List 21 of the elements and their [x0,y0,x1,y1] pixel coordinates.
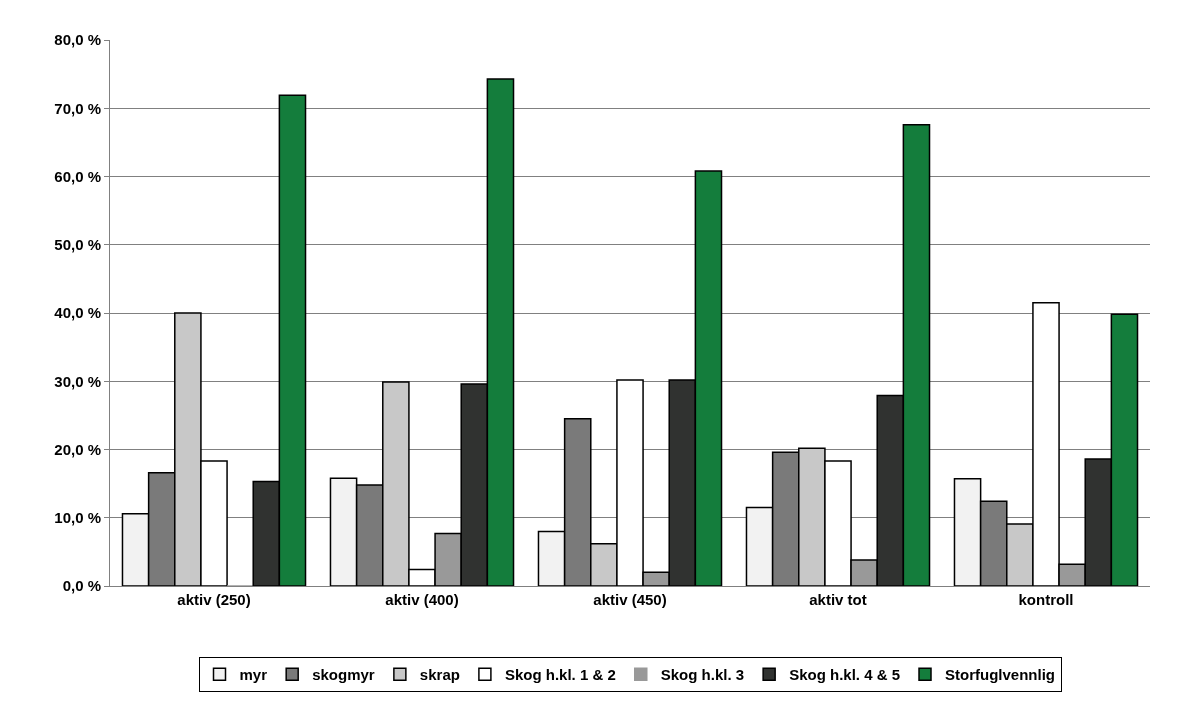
y-tick-label: 30,0 % [54,372,101,390]
legend-label: Skog h.kl. 1 & 2 [504,666,616,684]
legend-label: Skog h.kl. 3 [660,666,745,684]
legend-label: skrap [419,666,460,684]
x-tick-label: aktiv (450) [593,591,667,608]
y-tick-label: 70,0 % [54,99,101,117]
y-tick-label: 0,0 % [62,577,101,595]
y-tick-label: 40,0 % [54,304,101,322]
legend-label: Storfuglvennlig [945,666,1056,684]
y-tick-label: 10,0 % [54,509,101,526]
y-tick-label: 80,0 % [54,31,101,49]
x-tick-label: aktiv (400) [385,591,459,608]
x-tick-label: aktiv tot [809,591,867,608]
y-tick-label: 20,0 % [54,440,101,458]
y-tick-label: 50,0 % [54,236,101,253]
legend-label: Skog h.kl. 4 & 5 [789,666,901,684]
legend-label: skogmyr [312,666,375,684]
x-tick-label: kontroll [1018,591,1074,608]
legend-label: myr [239,666,268,684]
x-tick-label: aktiv (250) [177,591,251,608]
y-tick-label: 60,0 % [54,167,101,185]
